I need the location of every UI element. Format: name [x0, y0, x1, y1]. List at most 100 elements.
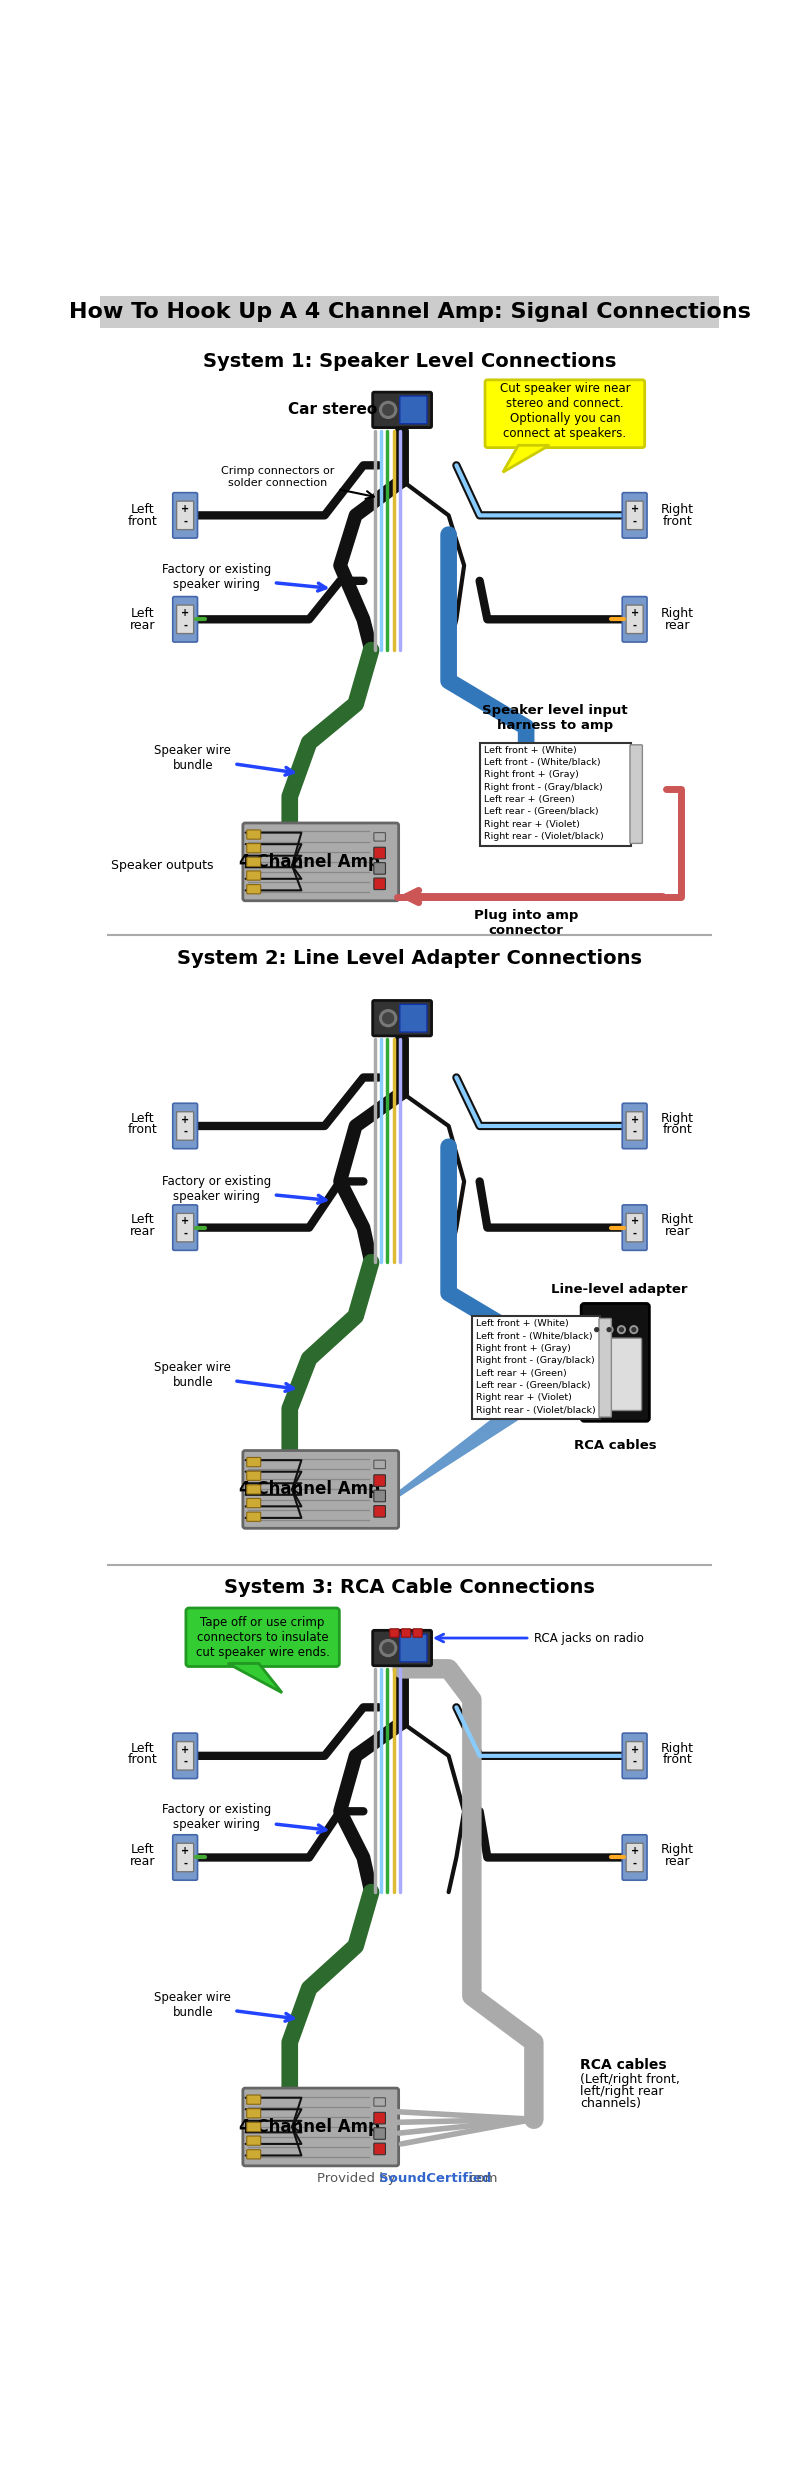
- Text: 4 Channel Amp: 4 Channel Amp: [239, 1480, 380, 1499]
- FancyBboxPatch shape: [626, 604, 643, 634]
- Text: Right rear + (Violet): Right rear + (Violet): [483, 819, 579, 829]
- FancyBboxPatch shape: [247, 843, 260, 853]
- Text: +: +: [630, 609, 638, 619]
- FancyBboxPatch shape: [622, 1835, 647, 1879]
- Text: +: +: [630, 1115, 638, 1124]
- FancyBboxPatch shape: [622, 493, 647, 538]
- FancyBboxPatch shape: [374, 2128, 385, 2140]
- FancyBboxPatch shape: [177, 1842, 193, 1872]
- Text: front: front: [662, 515, 692, 528]
- FancyBboxPatch shape: [247, 858, 260, 866]
- Text: -: -: [183, 515, 187, 528]
- Circle shape: [383, 1014, 394, 1023]
- FancyBboxPatch shape: [374, 834, 385, 841]
- Text: front: front: [662, 1124, 692, 1137]
- Text: Crimp connectors or
solder connection: Crimp connectors or solder connection: [221, 466, 374, 498]
- Text: +: +: [630, 1216, 638, 1226]
- Text: RCA cables: RCA cables: [580, 2059, 667, 2071]
- Text: Right front - (Gray/black): Right front - (Gray/black): [475, 1356, 594, 1366]
- Text: Left front - (White/black): Left front - (White/black): [483, 757, 600, 767]
- Text: Right rear - (Violet/black): Right rear - (Violet/black): [475, 1406, 595, 1415]
- Text: Speaker wire
bundle: Speaker wire bundle: [154, 745, 293, 774]
- FancyBboxPatch shape: [247, 2136, 260, 2145]
- Text: +: +: [181, 1216, 189, 1226]
- FancyBboxPatch shape: [374, 1460, 385, 1470]
- FancyBboxPatch shape: [400, 1635, 427, 1662]
- FancyBboxPatch shape: [622, 597, 647, 641]
- FancyBboxPatch shape: [413, 1628, 423, 1637]
- Text: Left front - (White/black): Left front - (White/black): [475, 1332, 592, 1342]
- Text: Right rear + (Violet): Right rear + (Violet): [475, 1393, 571, 1403]
- Text: +: +: [630, 503, 638, 515]
- FancyBboxPatch shape: [374, 848, 385, 858]
- Circle shape: [383, 404, 394, 414]
- Text: Tape off or use crimp
connectors to insulate
cut speaker wire ends.: Tape off or use crimp connectors to insu…: [196, 1615, 329, 1660]
- Text: How To Hook Up A 4 Channel Amp: Signal Connections: How To Hook Up A 4 Channel Amp: Signal C…: [69, 303, 750, 323]
- FancyBboxPatch shape: [372, 1630, 431, 1665]
- Text: Right: Right: [661, 503, 694, 515]
- FancyBboxPatch shape: [485, 380, 645, 449]
- FancyBboxPatch shape: [374, 1489, 385, 1502]
- Text: -: -: [633, 1756, 637, 1768]
- FancyBboxPatch shape: [243, 1450, 399, 1529]
- Circle shape: [594, 1327, 598, 1332]
- FancyBboxPatch shape: [173, 597, 197, 641]
- FancyBboxPatch shape: [100, 296, 719, 328]
- Text: -: -: [183, 1228, 187, 1238]
- FancyBboxPatch shape: [630, 745, 642, 843]
- FancyBboxPatch shape: [372, 1001, 431, 1036]
- Text: -: -: [633, 1859, 637, 1869]
- FancyBboxPatch shape: [400, 1004, 427, 1033]
- FancyBboxPatch shape: [374, 2113, 385, 2123]
- Text: left/right rear: left/right rear: [580, 2086, 664, 2099]
- FancyBboxPatch shape: [247, 1512, 260, 1522]
- Circle shape: [380, 402, 396, 419]
- FancyBboxPatch shape: [401, 1628, 411, 1637]
- Text: +: +: [630, 1743, 638, 1756]
- FancyBboxPatch shape: [247, 2150, 260, 2158]
- Text: Factory or existing
speaker wiring: Factory or existing speaker wiring: [161, 1176, 326, 1203]
- Text: rear: rear: [129, 1854, 155, 1867]
- FancyBboxPatch shape: [247, 885, 260, 893]
- Text: Right front + (Gray): Right front + (Gray): [483, 769, 578, 779]
- Text: -: -: [183, 621, 187, 631]
- Circle shape: [630, 1327, 638, 1334]
- Circle shape: [632, 1327, 636, 1332]
- Text: -: -: [183, 1127, 187, 1137]
- Text: +: +: [181, 1847, 189, 1857]
- FancyBboxPatch shape: [173, 1734, 197, 1778]
- Text: Speaker level input
harness to amp: Speaker level input harness to amp: [482, 703, 627, 732]
- FancyBboxPatch shape: [247, 831, 260, 838]
- Text: Right: Right: [661, 1741, 694, 1756]
- Text: +: +: [630, 1847, 638, 1857]
- Circle shape: [607, 1327, 611, 1332]
- Text: Left rear + (Green): Left rear + (Green): [475, 1369, 566, 1378]
- Text: Speaker outputs: Speaker outputs: [110, 858, 213, 873]
- FancyBboxPatch shape: [173, 1835, 197, 1879]
- FancyBboxPatch shape: [626, 501, 643, 530]
- FancyBboxPatch shape: [173, 1206, 197, 1250]
- Text: -: -: [183, 1859, 187, 1869]
- Text: Car stereo: Car stereo: [288, 402, 377, 417]
- FancyBboxPatch shape: [626, 1842, 643, 1872]
- FancyBboxPatch shape: [622, 1102, 647, 1149]
- FancyBboxPatch shape: [626, 1741, 643, 1771]
- FancyBboxPatch shape: [472, 1317, 600, 1420]
- Text: +: +: [181, 1743, 189, 1756]
- Text: Left rear + (Green): Left rear + (Green): [483, 794, 574, 804]
- Circle shape: [380, 1009, 396, 1026]
- FancyBboxPatch shape: [186, 1608, 340, 1667]
- FancyBboxPatch shape: [247, 1472, 260, 1480]
- FancyBboxPatch shape: [622, 1206, 647, 1250]
- FancyBboxPatch shape: [390, 1628, 399, 1637]
- Text: SoundCertified: SoundCertified: [379, 2173, 491, 2185]
- Text: Left: Left: [131, 1741, 154, 1756]
- Circle shape: [593, 1327, 601, 1334]
- FancyBboxPatch shape: [626, 1112, 643, 1139]
- FancyBboxPatch shape: [173, 1102, 197, 1149]
- FancyBboxPatch shape: [622, 1734, 647, 1778]
- Text: front: front: [128, 515, 157, 528]
- Text: -: -: [183, 1756, 187, 1768]
- Text: Right: Right: [661, 1112, 694, 1124]
- Text: System 2: Line Level Adapter Connections: System 2: Line Level Adapter Connections: [177, 949, 642, 967]
